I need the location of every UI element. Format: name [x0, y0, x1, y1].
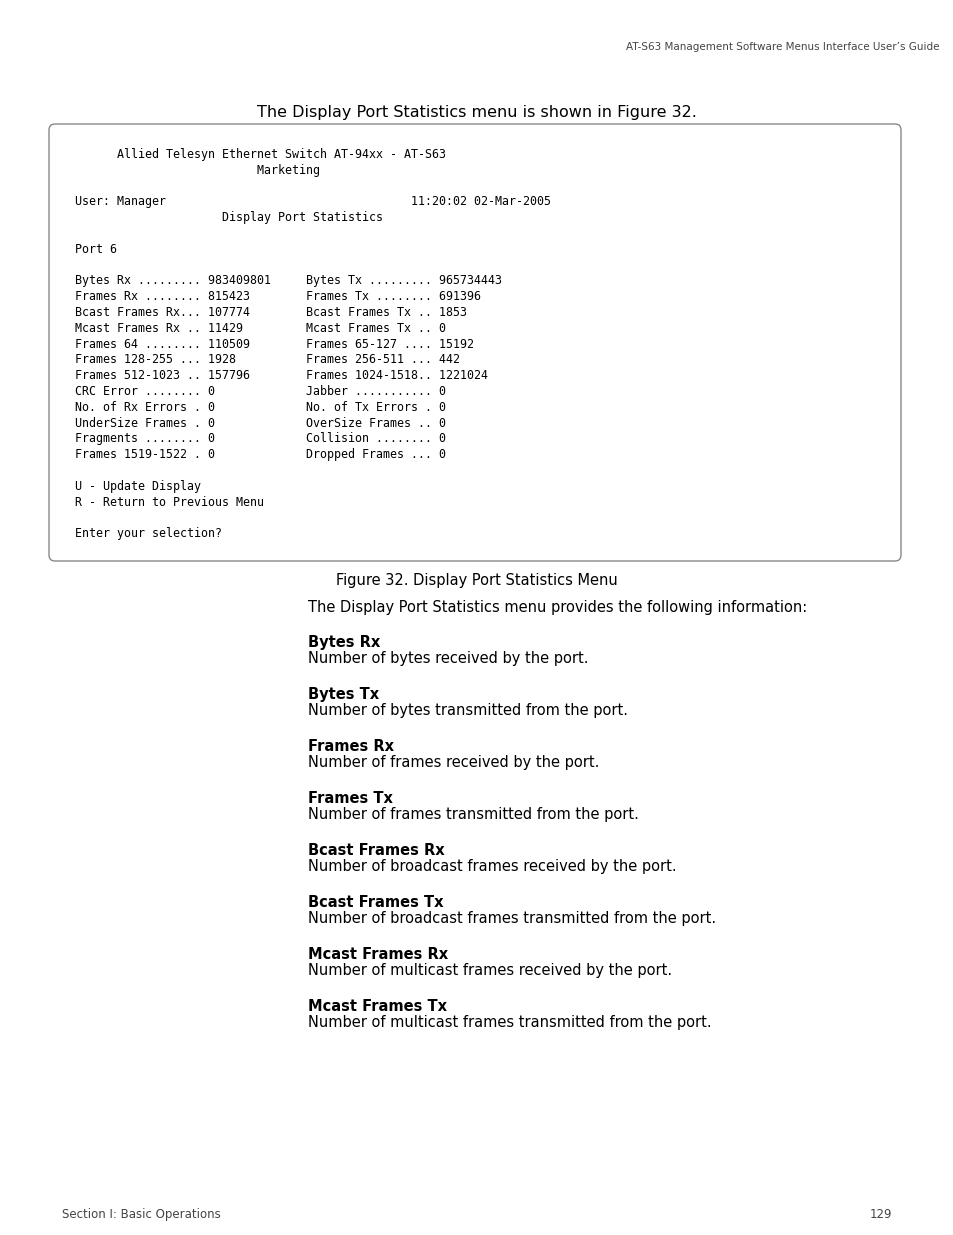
Text: Number of frames received by the port.: Number of frames received by the port. — [308, 755, 598, 769]
Text: Number of bytes transmitted from the port.: Number of bytes transmitted from the por… — [308, 703, 627, 718]
Text: Mcast Frames Rx .. 11429         Mcast Frames Tx .. 0: Mcast Frames Rx .. 11429 Mcast Frames Tx… — [75, 322, 446, 335]
Text: No. of Rx Errors . 0             No. of Tx Errors . 0: No. of Rx Errors . 0 No. of Tx Errors . … — [75, 401, 446, 414]
Text: 129: 129 — [868, 1208, 891, 1221]
Text: Frames Rx: Frames Rx — [308, 739, 394, 755]
Text: Frames Tx: Frames Tx — [308, 790, 393, 806]
Text: Mcast Frames Rx: Mcast Frames Rx — [308, 947, 448, 962]
Text: Enter your selection?: Enter your selection? — [75, 527, 222, 540]
Text: The Display Port Statistics menu provides the following information:: The Display Port Statistics menu provide… — [308, 600, 806, 615]
Text: Display Port Statistics: Display Port Statistics — [75, 211, 382, 225]
Text: Port 6: Port 6 — [75, 243, 117, 256]
Text: R - Return to Previous Menu: R - Return to Previous Menu — [75, 495, 264, 509]
Text: Frames 128-255 ... 1928          Frames 256-511 ... 442: Frames 128-255 ... 1928 Frames 256-511 .… — [75, 353, 459, 367]
Text: Allied Telesyn Ethernet Switch AT-94xx - AT-S63: Allied Telesyn Ethernet Switch AT-94xx -… — [75, 148, 446, 161]
Text: Bcast Frames Tx: Bcast Frames Tx — [308, 895, 443, 910]
Text: User: Manager                                   11:20:02 02-Mar-2005: User: Manager 11:20:02 02-Mar-2005 — [75, 195, 551, 209]
Text: Number of broadcast frames transmitted from the port.: Number of broadcast frames transmitted f… — [308, 911, 716, 926]
Text: Fragments ........ 0             Collision ........ 0: Fragments ........ 0 Collision ........ … — [75, 432, 446, 446]
Text: Marketing: Marketing — [75, 164, 319, 177]
Text: Number of bytes received by the port.: Number of bytes received by the port. — [308, 651, 588, 666]
Text: UnderSize Frames . 0             OverSize Frames .. 0: UnderSize Frames . 0 OverSize Frames .. … — [75, 416, 446, 430]
Text: Frames 1519-1522 . 0             Dropped Frames ... 0: Frames 1519-1522 . 0 Dropped Frames ... … — [75, 448, 446, 461]
Text: Bytes Tx: Bytes Tx — [308, 687, 378, 701]
FancyBboxPatch shape — [49, 124, 900, 561]
Text: Bytes Rx: Bytes Rx — [308, 635, 380, 650]
Text: Bytes Rx ......... 983409801     Bytes Tx ......... 965734443: Bytes Rx ......... 983409801 Bytes Tx ..… — [75, 274, 501, 288]
Text: Number of multicast frames transmitted from the port.: Number of multicast frames transmitted f… — [308, 1015, 711, 1030]
Text: AT-S63 Management Software Menus Interface User’s Guide: AT-S63 Management Software Menus Interfa… — [626, 42, 939, 52]
Text: U - Update Display: U - Update Display — [75, 480, 201, 493]
Text: CRC Error ........ 0             Jabber ........... 0: CRC Error ........ 0 Jabber ........... … — [75, 385, 446, 398]
Text: Number of frames transmitted from the port.: Number of frames transmitted from the po… — [308, 806, 639, 823]
Text: Frames 64 ........ 110509        Frames 65-127 .... 15192: Frames 64 ........ 110509 Frames 65-127 … — [75, 337, 474, 351]
Text: Frames Rx ........ 815423        Frames Tx ........ 691396: Frames Rx ........ 815423 Frames Tx ....… — [75, 290, 480, 304]
Text: Frames 512-1023 .. 157796        Frames 1024-1518.. 1221024: Frames 512-1023 .. 157796 Frames 1024-15… — [75, 369, 488, 382]
Text: Section I: Basic Operations: Section I: Basic Operations — [62, 1208, 220, 1221]
Text: The Display Port Statistics menu is shown in Figure 32.: The Display Port Statistics menu is show… — [256, 105, 697, 120]
Text: Bcast Frames Rx... 107774        Bcast Frames Tx .. 1853: Bcast Frames Rx... 107774 Bcast Frames T… — [75, 306, 467, 319]
Text: Figure 32. Display Port Statistics Menu: Figure 32. Display Port Statistics Menu — [335, 573, 618, 588]
Text: Number of multicast frames received by the port.: Number of multicast frames received by t… — [308, 963, 672, 978]
Text: Bcast Frames Rx: Bcast Frames Rx — [308, 844, 444, 858]
Text: Mcast Frames Tx: Mcast Frames Tx — [308, 999, 447, 1014]
Text: Number of broadcast frames received by the port.: Number of broadcast frames received by t… — [308, 860, 676, 874]
